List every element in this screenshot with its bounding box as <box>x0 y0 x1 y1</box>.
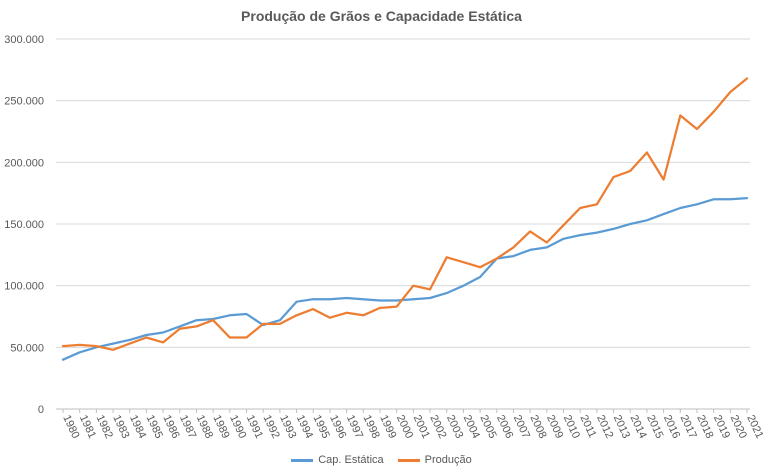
y-tick-label: 100.000 <box>4 281 44 293</box>
y-tick-label: 200.000 <box>4 157 44 169</box>
y-tick-label: 250.000 <box>4 96 44 108</box>
legend-item-producao: Produção <box>397 454 472 466</box>
y-tick-label: 150.000 <box>4 219 44 231</box>
y-tick-label: 50.000 <box>10 342 44 354</box>
series-line-cap-estatica <box>61 196 749 361</box>
y-tick-label: 0 <box>38 404 44 416</box>
chart-legend: Cap. Estática Produção <box>0 454 763 466</box>
legend-swatch-producao <box>397 458 420 462</box>
chart-title: Produção de Grãos e Capacidade Estática <box>241 8 522 24</box>
x-tick-label: 2021 <box>744 413 763 440</box>
legend-label-producao: Produção <box>424 454 472 466</box>
y-tick-label: 300.000 <box>4 34 44 46</box>
legend-label-cap-estatica: Cap. Estática <box>318 454 384 466</box>
legend-item-cap-estatica: Cap. Estática <box>291 454 384 466</box>
legend-swatch-cap-estatica <box>291 458 314 462</box>
series-line-producao <box>61 77 749 351</box>
